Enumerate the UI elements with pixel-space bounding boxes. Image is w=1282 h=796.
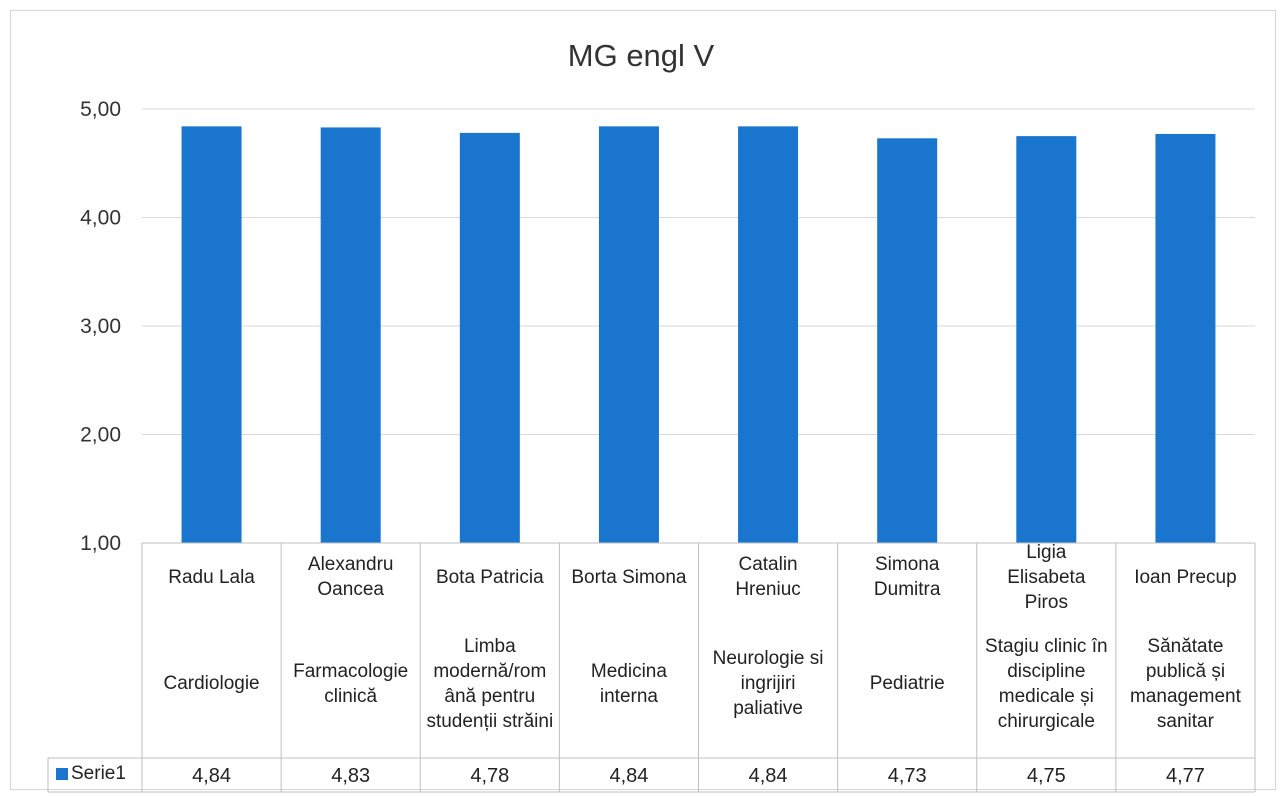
- data-value-label: 4,77: [1165, 765, 1205, 787]
- category-label: Alexandru Oancea Farmacologie clinică: [281, 543, 420, 758]
- category-department: Neurologie si ingrijiri paliative: [712, 648, 824, 719]
- category-department: Farmacologie clinică: [293, 660, 409, 707]
- bar: [1155, 133, 1216, 543]
- data-value-label: 4,84: [609, 765, 649, 787]
- legend-label-serie1: Serie1: [71, 763, 126, 784]
- data-value-label: 4,73: [887, 765, 927, 787]
- bar: [598, 126, 659, 544]
- data-value-label: 4,75: [1026, 765, 1066, 787]
- category-name: Simona Dumitra: [873, 554, 941, 600]
- category-department: Stagiu clinic în discipline medicale și …: [985, 635, 1108, 732]
- category-name: Radu Lala: [168, 566, 255, 588]
- category-department: Sănătate publică și management sanitar: [1129, 635, 1241, 732]
- bar: [320, 127, 381, 543]
- category-department: Pediatrie: [869, 673, 945, 694]
- category-label: Simona Dumitra Pediatrie: [838, 543, 977, 758]
- bar: [459, 132, 520, 543]
- y-tick-label: 1,00: [80, 532, 121, 555]
- category-name: Ioan Precup: [1134, 566, 1237, 588]
- legend-key-serie1: [56, 768, 68, 780]
- chart-title: MG engl V: [567, 38, 715, 73]
- bar: [738, 126, 799, 544]
- category-label: Bota Patricia Limba modernă/rom ână pentr…: [420, 543, 559, 758]
- category-name: Bota Patricia: [435, 566, 544, 588]
- category-name: Catalin Hreniuc: [735, 554, 801, 600]
- data-value-label: 4,84: [192, 765, 232, 787]
- y-tick-label: 3,00: [80, 315, 121, 338]
- bar: [181, 126, 242, 544]
- category-label: Borta Simona Medicina interna: [559, 543, 698, 758]
- y-tick-label: 4,00: [80, 207, 121, 230]
- y-tick-label: 2,00: [80, 424, 121, 447]
- category-label: Ioan Precup Sănătate publică și managemen…: [1116, 543, 1255, 758]
- category-department: Medicina interna: [590, 660, 667, 707]
- category-department: Cardiologie: [163, 673, 260, 694]
- data-value-label: 4,78: [470, 765, 510, 787]
- data-value-label: 4,84: [748, 765, 788, 787]
- category-label: Ligia Elisabeta Piros Stagiu clinic în di…: [977, 541, 1116, 758]
- bar: [1016, 136, 1077, 543]
- category-name: Ligia Elisabeta Piros: [1007, 541, 1086, 613]
- y-tick-label: 5,00: [80, 98, 121, 121]
- bar: [877, 138, 938, 544]
- category-label: Radu Lala Cardiologie: [142, 543, 281, 758]
- category-name: Borta Simona: [571, 566, 687, 588]
- category-department: Limba modernă/rom ână pentru studenții s…: [426, 635, 554, 732]
- data-value-label: 4,83: [331, 765, 371, 787]
- category-label: Catalin Hreniuc Neurologie si ingrijiri p…: [699, 543, 838, 758]
- category-name: Alexandru Oancea: [307, 554, 394, 600]
